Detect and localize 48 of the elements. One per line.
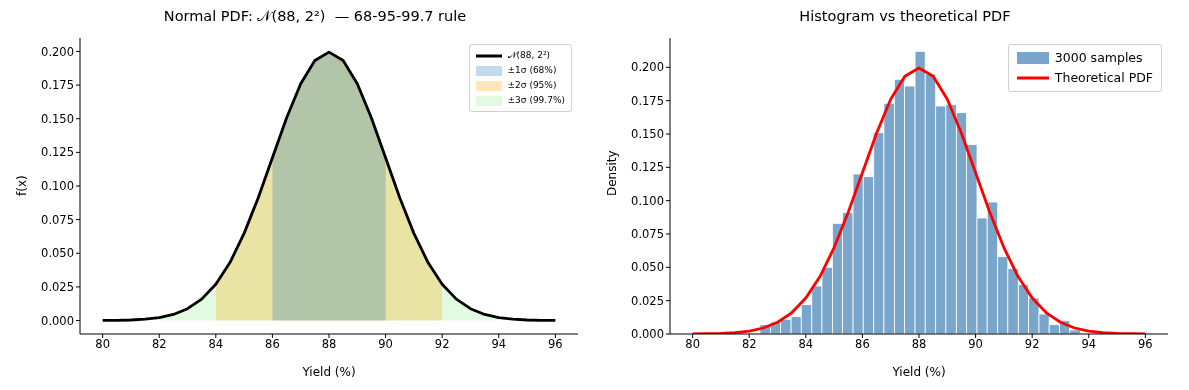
x-tick-label: 86: [855, 337, 870, 352]
legend-label: ±3σ (99.7%): [507, 94, 565, 107]
y-tick-label: 0.025: [41, 279, 74, 294]
y-tick-label: 0.075: [41, 212, 74, 227]
y-tick-label: 0.125: [41, 145, 74, 160]
x-tick-label: 88: [321, 337, 337, 352]
y-axis-title: Density: [605, 150, 620, 196]
y-tick-label: 0.125: [631, 160, 664, 175]
x-tick-label: 82: [151, 337, 167, 352]
y-axis-title: f(x): [15, 175, 30, 196]
x-tick-label: 86: [265, 337, 280, 352]
y-tick-label: 0.000: [41, 313, 74, 328]
y-tick-label: 0.100: [631, 193, 664, 208]
x-tick-label: 90: [378, 337, 393, 352]
x-tick-label: 80: [95, 337, 110, 352]
y-tick-label: 0.150: [631, 127, 664, 142]
x-tick-label: 96: [548, 337, 563, 352]
x-tick-label: 84: [798, 337, 814, 352]
y-tick-label: 0.150: [41, 111, 74, 126]
y-tick-label: 0.175: [631, 93, 664, 108]
y-tick-label: 0.200: [41, 44, 74, 59]
legend-label: 𝒩(88, 2²): [507, 49, 551, 62]
x-tick-label: 80: [685, 337, 700, 352]
y-tick-label: 0.075: [631, 227, 664, 242]
x-tick-label: 82: [741, 337, 757, 352]
y-tick-label: 0.100: [41, 179, 74, 194]
chart-title: Histogram vs theoretical PDF: [798, 8, 1012, 26]
legend-label: 3000 samples: [1054, 49, 1143, 67]
y-tick-label: 0.200: [631, 60, 664, 75]
x-tick-label: 94: [1081, 337, 1097, 352]
x-tick-label: 88: [911, 337, 927, 352]
x-tick-label: 96: [1138, 337, 1153, 352]
x-tick-label: 90: [968, 337, 983, 352]
x-tick-label: 84: [208, 337, 224, 352]
y-tick-label: 0.050: [631, 260, 664, 275]
legend-label: Theoretical PDF: [1054, 69, 1153, 87]
x-tick-label: 94: [491, 337, 507, 352]
x-axis-title: Yield (%): [891, 365, 946, 379]
y-tick-label: 0.175: [41, 78, 74, 93]
legend-label: ±2σ (95%): [507, 79, 557, 92]
y-tick-label: 0.050: [41, 246, 74, 261]
y-tick-label: 0.025: [631, 293, 664, 308]
chart-title: Normal PDF: 𝒩(88, 2²) — 68-95-99.7 rule: [162, 8, 468, 26]
y-tick-label: 0.000: [631, 327, 664, 342]
x-tick-label: 92: [434, 337, 450, 352]
x-axis-title: Yield (%): [301, 365, 356, 379]
legend-label: ±1σ (68%): [507, 64, 557, 77]
x-tick-label: 92: [1024, 337, 1040, 352]
